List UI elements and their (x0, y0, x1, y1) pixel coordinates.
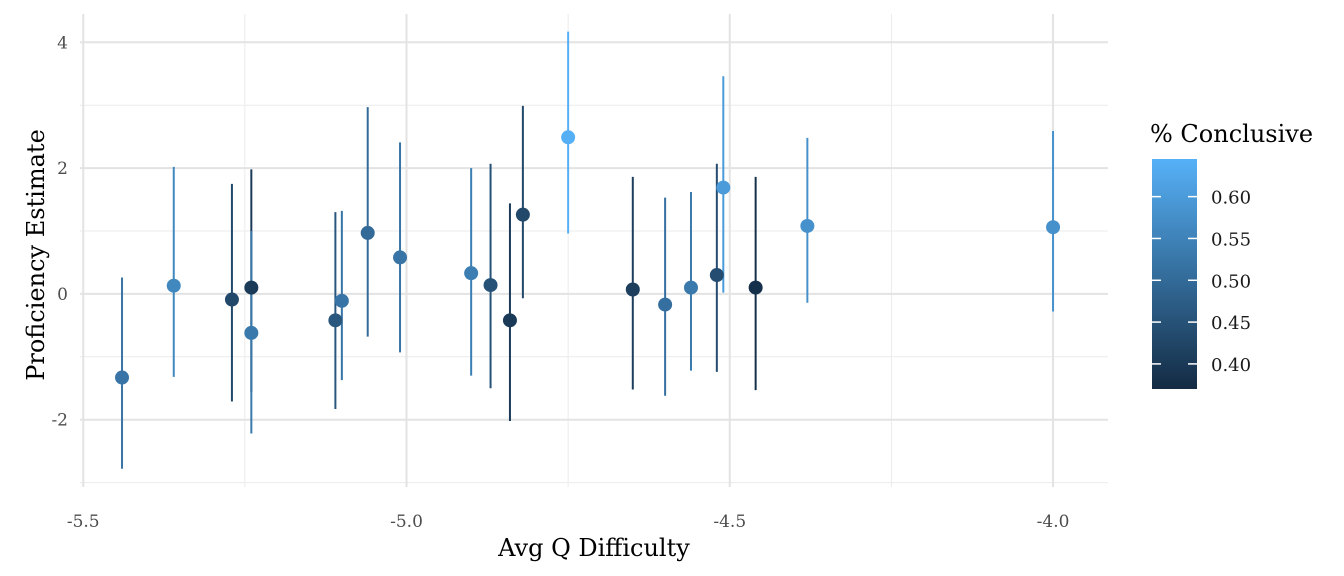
colorbar-ticks: 0.40 0.45 0.50 0.55 0.60 (1152, 188, 1251, 376)
colorbar (1152, 159, 1197, 389)
data-point (115, 370, 130, 385)
data-point (224, 292, 239, 307)
y-axis-title: Proficiency Estimate (22, 129, 50, 381)
data-point (393, 250, 408, 265)
x-tick-label: -5.5 (67, 512, 100, 532)
error-bars (121, 31, 1055, 469)
data-point (502, 313, 517, 328)
colorbar-legend: % Conclusive 0.40 0.45 0.50 0.55 0.60 (1150, 120, 1313, 389)
data-point (166, 278, 181, 293)
colorbar-tick-label: 0.50 (1211, 271, 1251, 292)
data-point (360, 225, 375, 240)
y-tick-label: -2 (51, 411, 68, 431)
data-point (1046, 220, 1061, 235)
data-point (334, 293, 349, 308)
data-point (683, 280, 698, 295)
colorbar-tick-label: 0.60 (1211, 188, 1251, 209)
data-point (483, 278, 498, 293)
data-point (800, 218, 815, 233)
x-axis-title: Avg Q Difficulty (497, 534, 690, 562)
legend-title: % Conclusive (1150, 120, 1313, 148)
y-tick-label: 2 (57, 159, 68, 179)
data-point (716, 180, 731, 195)
x-tick-label: -5.0 (390, 512, 423, 532)
y-axis-ticks: -2 0 2 4 (51, 33, 68, 430)
colorbar-tick-label: 0.45 (1211, 313, 1251, 334)
grid-major (80, 14, 1108, 487)
y-tick-label: 0 (57, 285, 68, 305)
data-point (244, 325, 259, 340)
colorbar-tick-label: 0.40 (1211, 355, 1251, 376)
data-point (328, 313, 343, 328)
y-tick-label: 4 (57, 33, 68, 53)
x-tick-label: -4.0 (1037, 512, 1070, 532)
data-point (625, 282, 640, 297)
data-point (709, 268, 724, 283)
data-point (748, 280, 763, 295)
data-point (658, 297, 673, 312)
x-axis-ticks: -5.5 -5.0 -4.5 -4.0 (67, 512, 1070, 532)
data-point (515, 207, 530, 222)
x-tick-label: -4.5 (713, 512, 746, 532)
colorbar-tick-label: 0.55 (1211, 229, 1251, 250)
data-point (244, 280, 259, 295)
data-point (464, 266, 479, 281)
data-point (561, 130, 576, 145)
data-points (115, 130, 1061, 385)
grid-minor (80, 14, 1108, 487)
